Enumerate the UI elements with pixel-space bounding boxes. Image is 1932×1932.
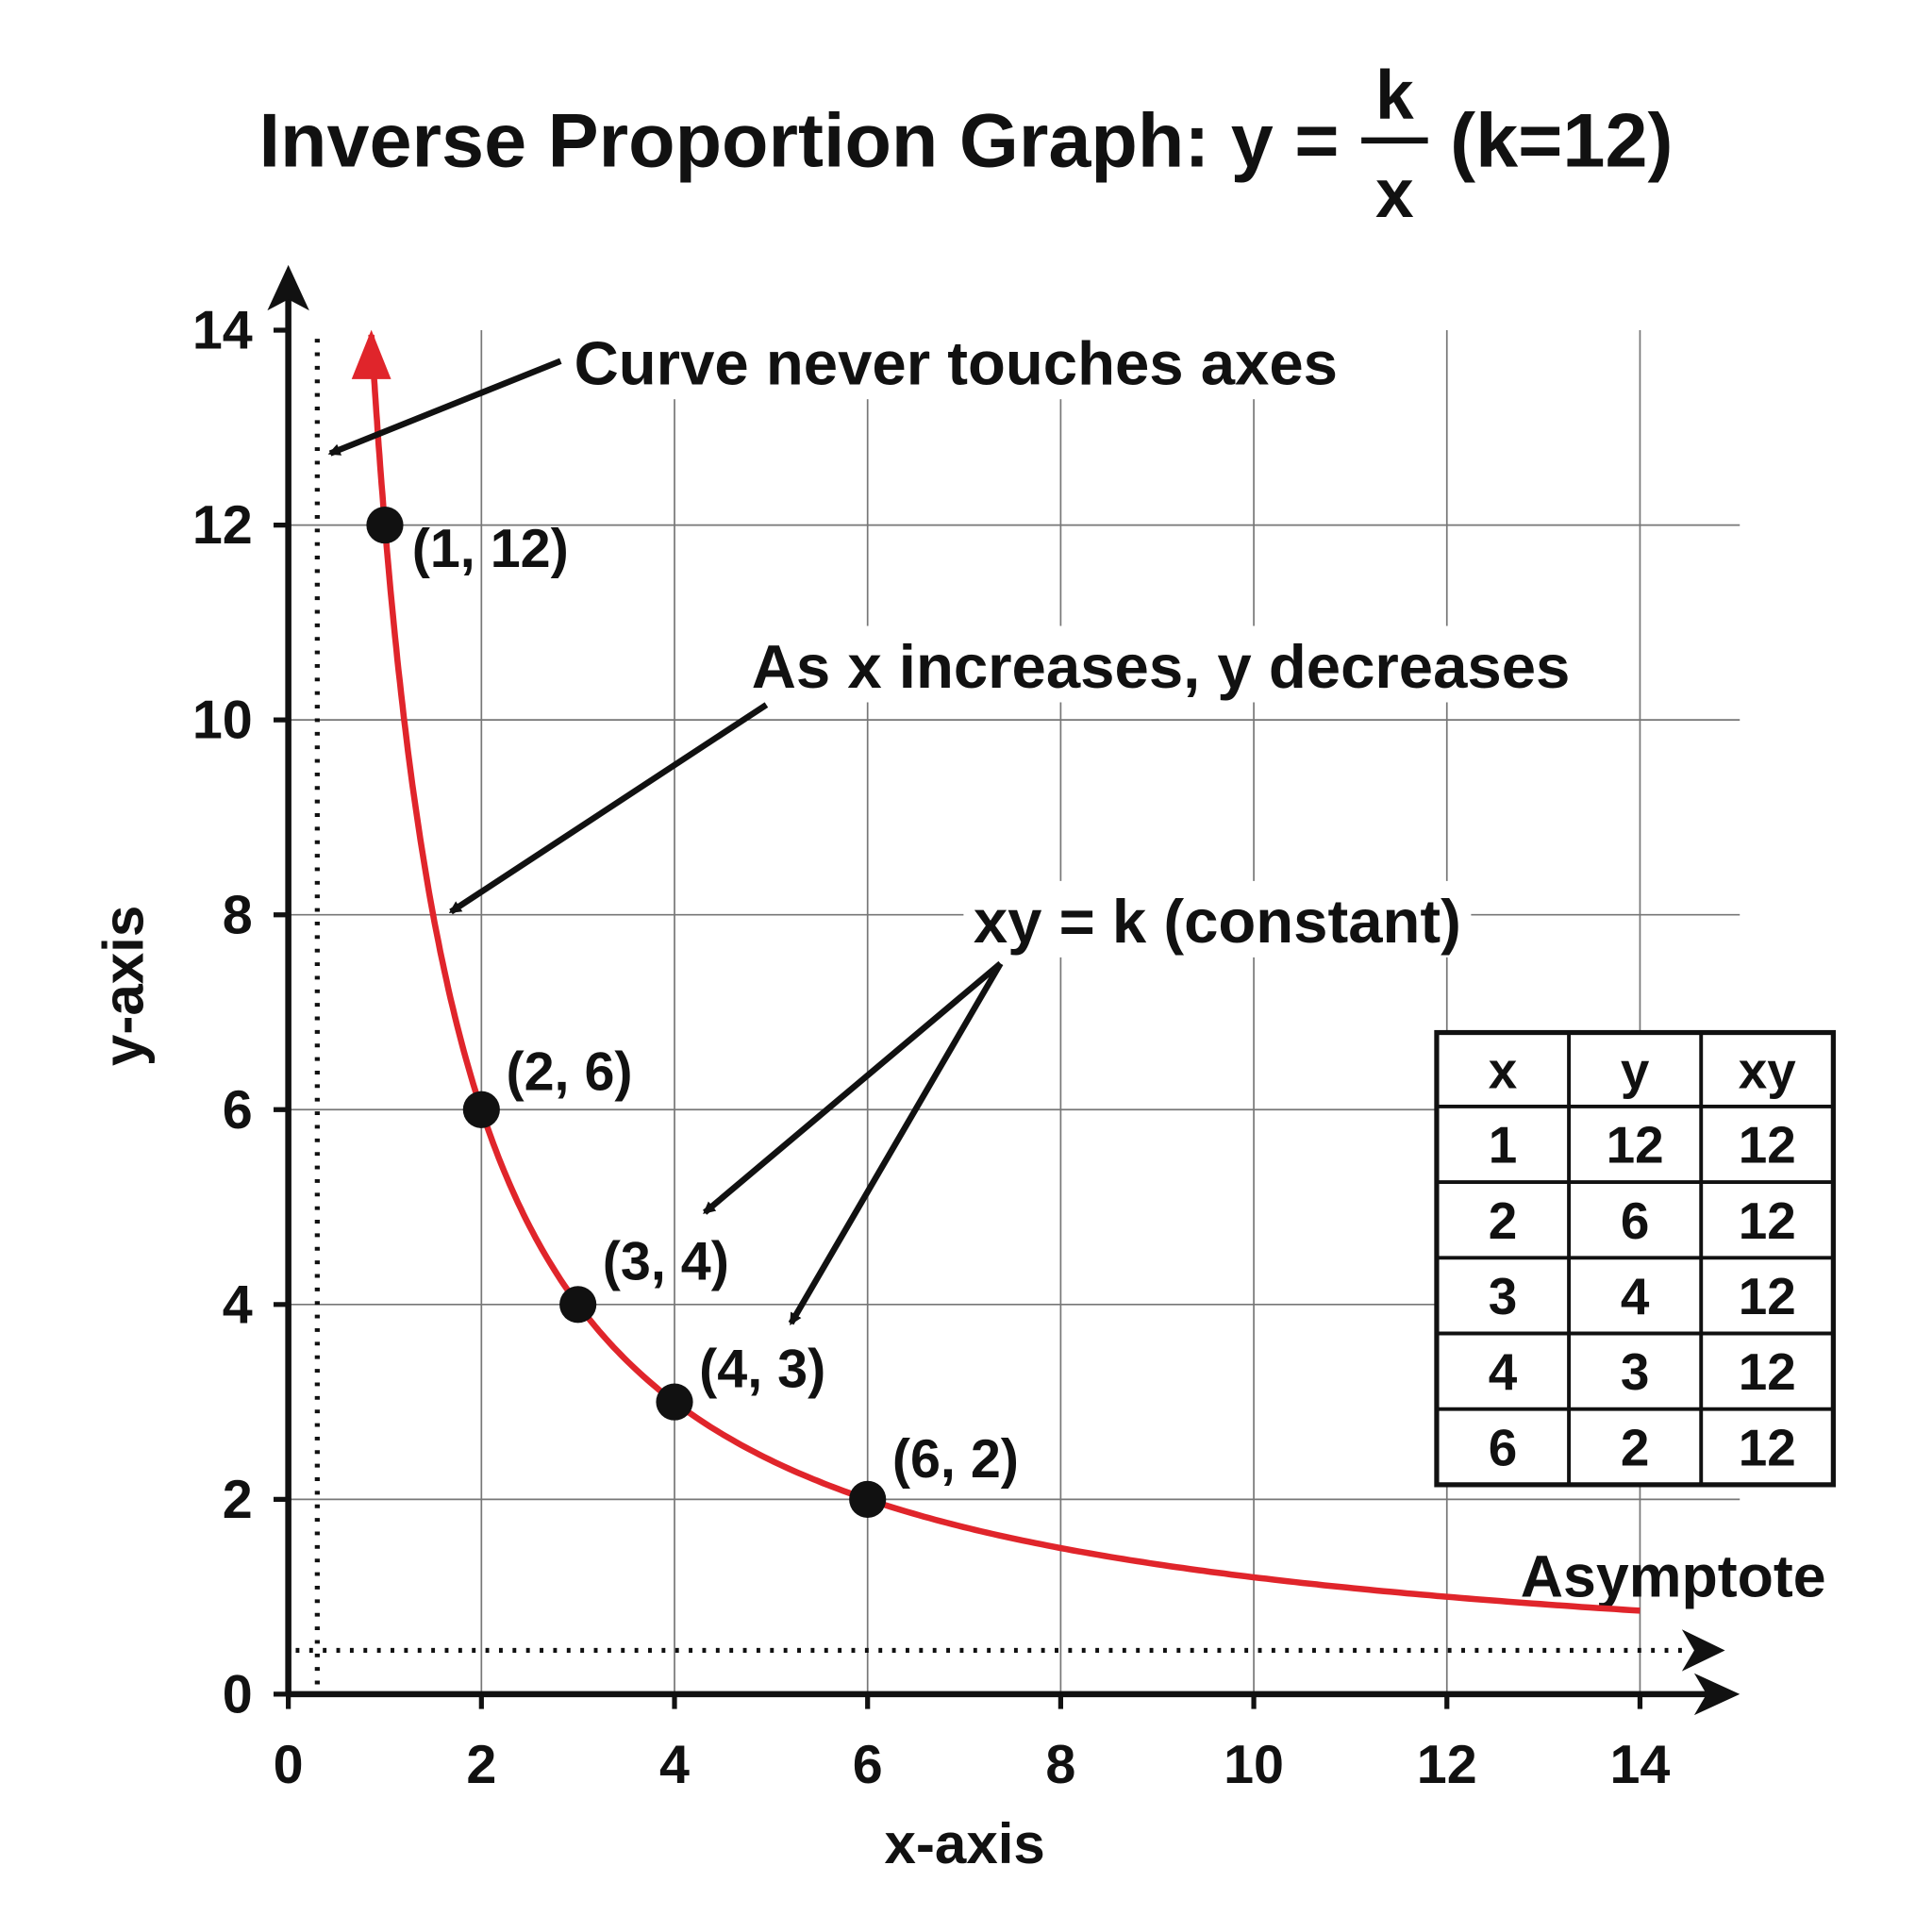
table-cell: 12 (1607, 1116, 1664, 1174)
table-cell: 1 (1489, 1116, 1518, 1174)
y-tick-label: 8 (223, 885, 253, 945)
table-cell: 12 (1739, 1116, 1796, 1174)
xy-table: x y xy1 12 122 6 123 4 124 3 126 2 12 (1434, 1029, 1836, 1488)
annotation-arrow (788, 961, 1004, 1326)
curve-arrow-icon (351, 329, 391, 379)
x-tick-label: 6 (853, 1735, 883, 1795)
annotation-arrow (327, 358, 562, 457)
x-tick-label: 4 (659, 1735, 690, 1795)
y-tick-label: 0 (223, 1665, 253, 1725)
table-cell: 2 (1489, 1191, 1518, 1250)
table-header-cell: xy (1739, 1041, 1797, 1099)
annotation-never-touches: Curve never touches axes (575, 329, 1338, 398)
table-cell: 12 (1739, 1418, 1796, 1476)
y-tick-label: 4 (223, 1274, 253, 1335)
title-denominator: x (1375, 156, 1414, 232)
data-point (656, 1383, 693, 1421)
x-axis-arrow-icon (1693, 1673, 1740, 1716)
annotation-arrow (702, 960, 1003, 1215)
table-cell: 3 (1489, 1267, 1518, 1325)
table-header-cell: y (1621, 1041, 1650, 1099)
title-numerator: k (1375, 57, 1414, 133)
data-point-label: (4, 3) (699, 1339, 825, 1399)
title-suffix: (k=12) (1450, 98, 1673, 183)
y-tick-label: 6 (223, 1080, 253, 1141)
annotation-background (564, 323, 1348, 400)
title-prefix: Inverse Proportion Graph: y = (259, 98, 1340, 183)
data-point (559, 1286, 597, 1324)
table-header-cell: x (1489, 1041, 1518, 1099)
data-point-label: (1, 12) (412, 519, 569, 579)
axes (267, 264, 1740, 1716)
annotation-arrow (448, 702, 769, 915)
x-tick-label: 14 (1609, 1735, 1670, 1795)
asymptote-label: Asymptote (1521, 1544, 1826, 1610)
x-tick-label: 8 (1045, 1735, 1075, 1795)
asymptotes (295, 339, 1725, 1686)
annotation-xy-constant: xy = k (constant) (974, 887, 1461, 956)
y-tick-label: 14 (192, 301, 253, 361)
chart-title: Inverse Proportion Graph: y = k x (k=12) (259, 57, 1674, 231)
annotation-x-increases: As x increases, y decreases (752, 632, 1571, 701)
x-tick-label: 2 (466, 1735, 496, 1795)
table-cell: 6 (1621, 1191, 1650, 1250)
table-cell: 2 (1621, 1418, 1650, 1476)
table-cell: 12 (1739, 1191, 1796, 1250)
table-cell: 6 (1489, 1418, 1518, 1476)
table-cell: 4 (1489, 1342, 1518, 1401)
x-tick-label: 0 (274, 1735, 304, 1795)
data-point-label: (2, 6) (506, 1041, 632, 1102)
data-point-label: (6, 2) (892, 1429, 1019, 1490)
y-tick-label: 2 (223, 1470, 253, 1530)
data-point (462, 1091, 500, 1128)
annotation-background (963, 880, 1472, 958)
y-axis-arrow-icon (267, 264, 309, 311)
x-tick-label: 12 (1417, 1735, 1477, 1795)
y-axis-label: y-axis (92, 906, 156, 1066)
annotations: Curve never touches axes As x increases,… (327, 323, 1580, 1326)
data-point (849, 1480, 887, 1518)
x-axis-label: x-axis (885, 1812, 1045, 1875)
asymptote-arrow-icon (1681, 1629, 1725, 1672)
table-cell: 12 (1739, 1342, 1796, 1401)
y-tick-label: 10 (192, 691, 253, 751)
y-tick-label: 12 (192, 495, 253, 556)
table-cell: 4 (1621, 1267, 1650, 1325)
x-tick-label: 10 (1224, 1735, 1284, 1795)
table-cell: 12 (1739, 1267, 1796, 1325)
data-point (366, 507, 404, 544)
data-points: (1, 12) (2, 6) (3, 4) (4, 3) (6, 2) (366, 507, 1019, 1518)
table-cell: 3 (1621, 1342, 1650, 1401)
data-point-label: (3, 4) (603, 1232, 729, 1292)
annotation-background (741, 625, 1580, 703)
